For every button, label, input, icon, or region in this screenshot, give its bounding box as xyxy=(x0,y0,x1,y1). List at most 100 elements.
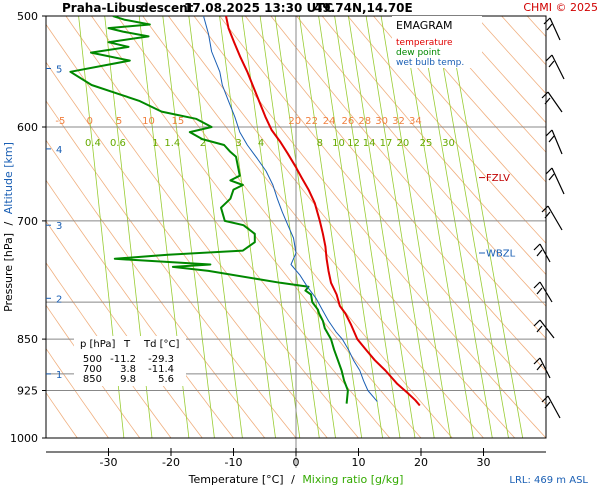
mixing-ratio-line xyxy=(365,16,435,438)
pressure-tick-label: 500 xyxy=(17,10,38,23)
wind-barb-staff xyxy=(551,54,565,80)
dry-adiabat-line xyxy=(526,16,546,38)
dry-adiabat-line xyxy=(46,23,359,438)
dry-adiabat-line xyxy=(46,347,109,438)
table-cell: -11.4 xyxy=(148,364,174,375)
mixing-ratio-line xyxy=(334,16,401,438)
wind-barb-feather xyxy=(541,395,549,403)
mixing-ratio-label: 0.4 xyxy=(85,138,101,149)
legend-wet-bulb: wet bulb temp. xyxy=(396,58,464,68)
wind-barb-feather xyxy=(536,249,543,257)
dry-adiabat-line xyxy=(0,16,15,438)
pressure-tick-label: 700 xyxy=(17,215,38,228)
wind-barb-feather xyxy=(536,325,543,333)
mixing-ratio-label: 20 xyxy=(397,138,410,149)
dry-adiabat-label: 32 xyxy=(392,116,405,127)
table-cell: 9.8 xyxy=(120,374,136,385)
plot-frame xyxy=(45,15,547,439)
dry-adiabat-label: -5 xyxy=(55,116,65,127)
wind-barb-staff xyxy=(549,17,561,41)
dry-adiabat-line xyxy=(193,16,546,438)
mixing-ratio-label: 30 xyxy=(442,138,455,149)
wind-barb-feather xyxy=(533,319,541,327)
mixing-ratio-line xyxy=(380,16,451,438)
sounding-mode: descent xyxy=(140,1,194,15)
mixing-ratio-line xyxy=(318,16,383,438)
wind-barb-icon xyxy=(541,91,563,113)
dry-adiabat-line xyxy=(168,16,516,438)
table-header-p: p [hPa] xyxy=(80,339,115,350)
pressure-tick-label: 925 xyxy=(17,385,38,398)
wind-barb-feather xyxy=(536,363,543,371)
legend-title: EMAGRAM xyxy=(396,19,453,32)
wind-barb-icon xyxy=(541,205,563,231)
mixing-ratio-label: 17 xyxy=(380,138,393,149)
station-position: 49.74N,14.70E xyxy=(314,1,413,15)
wind-barb-icon xyxy=(533,243,551,263)
wind-barb-feather xyxy=(545,54,553,62)
dry-adiabat-label: 22 xyxy=(305,116,318,127)
dry-adiabat-line xyxy=(501,16,546,66)
table-header-t: T xyxy=(123,339,131,350)
isopleth-labels: -5 0 5 10 15 20 22 24 26 28 30 32 340.4 0.6 1 1.4 2 3 4 8 10… xyxy=(55,116,454,149)
copyright-notice: CHMI © 2025 xyxy=(523,1,598,14)
table-cell: 850 xyxy=(83,374,102,385)
svg-text:Temperature [°C] /: Temperature [°C] / Mixing ratio [g/kg] xyxy=(188,473,404,486)
temperature-tick-label: 10 xyxy=(352,456,366,469)
mixing-ratio-line xyxy=(274,16,336,438)
table-cell: -11.2 xyxy=(110,354,136,365)
chart-header: Praha-Libus descent 17.08.2025 13:30 UTC… xyxy=(62,1,598,15)
wind-barb-feather xyxy=(545,167,553,175)
svg-text:Pressure [hPa] / A: Pressure [hPa] / Altitude [km] xyxy=(2,142,15,312)
dry-adiabat-line xyxy=(142,16,484,438)
level-table-background xyxy=(74,336,186,386)
wind-barb-feather xyxy=(543,17,551,25)
dry-adiabat-label: 0 xyxy=(87,116,93,127)
series-dew-point-line xyxy=(69,16,349,404)
ylabel-altitude: Altitude [km] xyxy=(2,142,15,214)
wind-barb-staff xyxy=(547,91,563,113)
wind-barb-staff xyxy=(539,281,553,303)
altitude-tick-label: 1 xyxy=(56,370,62,381)
table-cell: 5.6 xyxy=(158,374,174,385)
wind-barb-feather xyxy=(533,243,541,251)
pressure-tick-label: 850 xyxy=(17,333,38,346)
dry-adiabat-line xyxy=(424,16,546,153)
dry-adiabat-line xyxy=(347,16,546,244)
wind-barbs xyxy=(533,17,565,419)
dry-adiabat-label: 30 xyxy=(375,116,388,127)
wind-barb-icon xyxy=(545,167,565,195)
station-name: Praha-Libus xyxy=(62,1,142,15)
altitude-tick-label: 4 xyxy=(56,145,62,156)
mixing-ratio-label: 14 xyxy=(363,138,376,149)
xlabel-separator: / xyxy=(291,473,295,486)
special-levels: FZLV WBZL xyxy=(479,173,516,260)
sounding-profiles xyxy=(69,16,421,407)
sounding-datetime: 17.08.2025 13:30 UTC xyxy=(184,1,333,15)
mixing-ratio-label: 25 xyxy=(420,138,433,149)
wind-barb-feather xyxy=(533,281,541,289)
wind-barb-staff xyxy=(551,167,565,195)
wind-barb-icon xyxy=(541,395,561,419)
mixing-ratio-label: 10 xyxy=(332,138,345,149)
ylabel-separator: / xyxy=(2,221,15,225)
mixing-ratio-line xyxy=(348,16,416,438)
wind-barb-feather xyxy=(541,91,549,99)
legend: EMAGRAM temperature dew point wet bulb t… xyxy=(392,16,482,68)
wind-barb-feather xyxy=(548,60,555,68)
pressure-tick-label: 1000 xyxy=(10,432,38,445)
dry-adiabat-label: 15 xyxy=(172,116,185,127)
mixing-ratio-label: 1 xyxy=(152,138,158,149)
wind-barb-staff xyxy=(547,395,561,419)
dry-adiabat-line xyxy=(244,16,546,372)
altitude-tick-label: 5 xyxy=(56,65,62,76)
pressure-tick-label: 600 xyxy=(17,121,38,134)
mixing-ratio-line xyxy=(188,16,243,438)
wind-barb-feather xyxy=(541,205,549,213)
altitude-tick-label: 3 xyxy=(56,221,62,232)
mixing-ratio-label: 8 xyxy=(317,138,323,149)
wind-barb-feather xyxy=(544,211,551,219)
dry-adiabat-line xyxy=(321,16,546,276)
mixing-ratio-label: 1.4 xyxy=(164,138,180,149)
